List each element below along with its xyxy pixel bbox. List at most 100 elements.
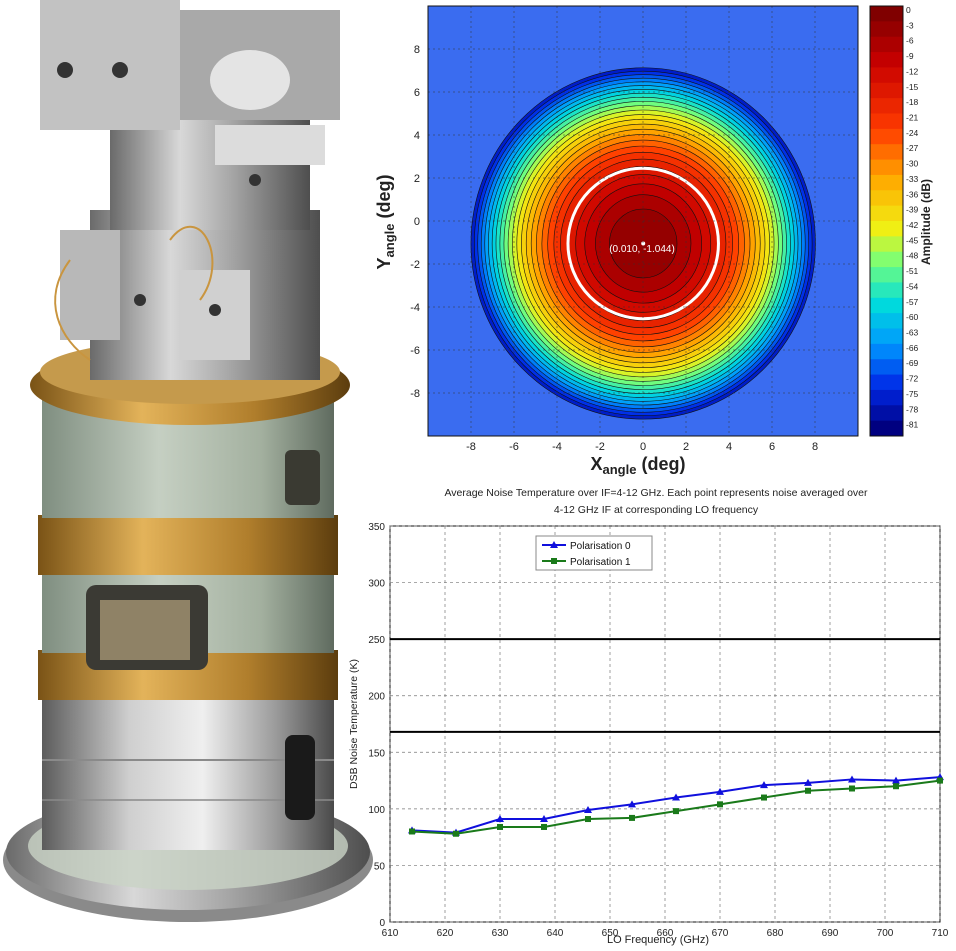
- x-tick-label: 650: [602, 928, 619, 939]
- y-tick-label: 300: [368, 579, 385, 590]
- colorbar-label: Amplitude (dB): [919, 179, 933, 265]
- beam-y-tick-label: 2: [414, 173, 420, 185]
- chart-title-line-1: Average Noise Temperature over IF=4-12 G…: [444, 487, 868, 499]
- series-1-point: [585, 816, 591, 823]
- beam-x-tick-label: 6: [769, 441, 775, 453]
- colorbar-tick-label: -27: [906, 143, 919, 153]
- colorbar-segment: [870, 297, 903, 314]
- colorbar-segment: [870, 144, 903, 161]
- legend-entry-polarisation-1: Polarisation 1: [570, 557, 631, 568]
- series-1-point: [453, 830, 459, 837]
- colorbar-tick-label: -60: [906, 312, 919, 322]
- series-0-point: [584, 805, 592, 813]
- x-tick-label: 660: [657, 928, 674, 939]
- series-1-point: [497, 823, 503, 830]
- y-tick-label: 50: [374, 861, 386, 872]
- colorbar-tick-label: -33: [906, 174, 919, 184]
- beam-map-x-ticks: -8 -6 -4 -2 0 2 4 6 8: [466, 441, 818, 453]
- x-tick-label: 630: [492, 928, 509, 939]
- colorbar-tick-label: 0: [906, 5, 911, 15]
- series-1-point: [761, 794, 767, 801]
- colorbar-segment: [870, 190, 903, 207]
- colorbar-segment: [870, 282, 903, 299]
- colorbar-segment: [870, 128, 903, 145]
- colorbar-tick-label: -48: [906, 251, 919, 261]
- series-1-point: [805, 787, 811, 794]
- colorbar-segment: [870, 267, 903, 283]
- series-1-point: [673, 808, 679, 815]
- series-0-point: [496, 815, 504, 823]
- chart-x-label: LO Frequency (GHz): [607, 934, 709, 946]
- colorbar-segment: [870, 113, 903, 130]
- receiver-cartridge-photo: [3, 0, 373, 922]
- series-1-point: [629, 814, 635, 821]
- series-0-point: [716, 787, 724, 795]
- x-tick-label: 690: [822, 928, 839, 939]
- beam-y-tick-label: 4: [414, 130, 420, 142]
- x-tick-label: 700: [877, 928, 894, 939]
- beam-y-tick-label: 0: [414, 216, 420, 228]
- beam-x-tick-label: -4: [552, 441, 562, 453]
- colorbar-segment: [870, 159, 903, 176]
- colorbar-segment: [870, 236, 903, 253]
- x-tick-label: 680: [767, 928, 784, 939]
- beam-x-tick-label: -8: [466, 441, 476, 453]
- series-0-point: [540, 815, 548, 823]
- series-0-point: [628, 800, 636, 808]
- noise-temperature-chart: Average Noise Temperature over IF=4-12 G…: [348, 487, 949, 946]
- beam-x-tick-label: 2: [683, 441, 689, 453]
- colorbar-tick-label: -42: [906, 220, 919, 230]
- colorbar-tick-label: -78: [906, 404, 919, 414]
- colorbar-tick-label: -57: [906, 297, 919, 307]
- colorbar-segment: [870, 389, 903, 406]
- x-tick-label: 640: [547, 928, 564, 939]
- colorbar-segment: [870, 343, 903, 360]
- colorbar-tick-label: -81: [906, 420, 919, 430]
- colorbar-segment: [870, 98, 903, 114]
- colorbar-tick-label: -30: [906, 159, 919, 169]
- beam-x-tick-label: 8: [812, 441, 818, 453]
- colorbar-tick-label: -75: [906, 389, 919, 399]
- y-tick-label: 100: [368, 805, 385, 816]
- colorbar-segment: [870, 6, 903, 22]
- series-1-point: [409, 828, 415, 835]
- y-tick-label: 150: [368, 748, 385, 759]
- colorbar-segment: [870, 328, 903, 345]
- series-0-point: [892, 776, 900, 784]
- beam-reference-circle: [566, 166, 720, 321]
- beam-x-tick-label: -6: [509, 441, 519, 453]
- beam-peak-marker: [641, 241, 646, 246]
- colorbar-tick-label: -21: [906, 113, 919, 123]
- y-tick-label: 0: [379, 918, 385, 929]
- y-tick-label: 200: [368, 692, 385, 703]
- y-tick-label: 350: [368, 522, 385, 533]
- colorbar-segment: [870, 251, 903, 268]
- colorbar-tick-label: -12: [906, 66, 919, 76]
- colorbar-segment: [870, 359, 903, 376]
- beam-map-x-label: Xangle (deg): [591, 454, 686, 477]
- colorbar-segment: [870, 221, 903, 237]
- amplitude-colorbar-ticks: 0 -3 -6 -9 -12 -15 -18 -21 -24 -27 -30 -33 -36 -39 -42…: [906, 5, 919, 430]
- colorbar-segment: [870, 36, 903, 53]
- beam-x-tick-label: 0: [640, 441, 646, 453]
- series-1-point: [937, 777, 943, 784]
- colorbar-segment: [870, 82, 903, 99]
- beam-y-tick-label: 8: [414, 44, 420, 56]
- x-tick-label: 610: [382, 928, 399, 939]
- colorbar-tick-label: -9: [906, 51, 914, 61]
- chart-title-line-2: 4-12 GHz IF at corresponding LO frequenc…: [554, 504, 759, 516]
- chart-legend: Polarisation 0 Polarisation 1: [535, 535, 653, 571]
- colorbar-tick-label: -69: [906, 358, 919, 368]
- colorbar-tick-label: -36: [906, 189, 919, 199]
- beam-y-tick-label: -6: [410, 345, 420, 357]
- colorbar-segment: [870, 174, 903, 191]
- x-tick-label: 620: [437, 928, 454, 939]
- beam-map-peak-label: (0.010, -1.044): [609, 244, 675, 255]
- series-1-point: [849, 785, 855, 792]
- colorbar-tick-label: -39: [906, 205, 919, 215]
- colorbar-tick-label: -6: [906, 36, 914, 46]
- colorbar-tick-label: -54: [906, 281, 919, 291]
- colorbar-segment: [870, 67, 903, 84]
- beam-x-tick-label: 4: [726, 441, 732, 453]
- colorbar-segment: [870, 313, 903, 329]
